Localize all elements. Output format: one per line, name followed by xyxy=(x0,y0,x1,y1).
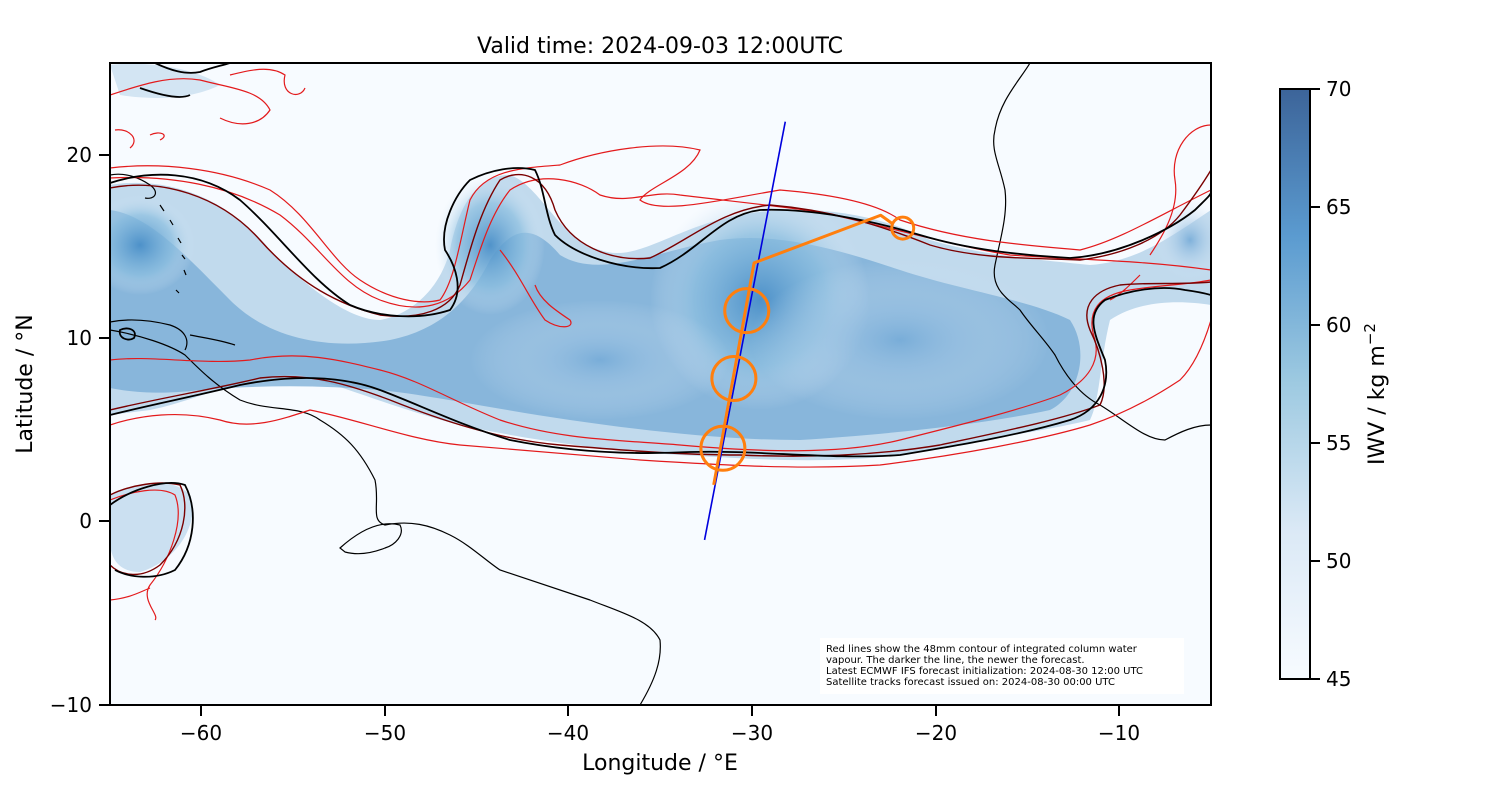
note-line-1: Red lines show the 48mm contour of integ… xyxy=(826,644,1138,655)
x-tick-label: −20 xyxy=(915,721,957,745)
contour-mid-1 xyxy=(110,169,1211,317)
flight-circle xyxy=(710,354,758,402)
contour-old-1 xyxy=(110,145,1211,303)
x-tick-label: −60 xyxy=(180,721,222,745)
colorbar-tick: 70 xyxy=(1326,77,1351,101)
contour-mid-3 xyxy=(110,482,186,576)
contour-old-3 xyxy=(110,279,1211,452)
flight-circle xyxy=(723,287,771,335)
colorbar-tick: 55 xyxy=(1326,431,1351,455)
contour-new-1 xyxy=(110,167,1211,318)
coast-caribbean-2 xyxy=(159,204,187,294)
x-axis-label: Longitude / °E xyxy=(582,751,738,776)
note-line-4: Satellite tracks forecast issued on: 202… xyxy=(826,677,1115,688)
flight-track xyxy=(712,213,895,486)
colorbar-label-sup: −2 xyxy=(1361,323,1379,345)
y-tick-label: 20 xyxy=(67,143,92,167)
contour-old-8 xyxy=(1109,124,1211,301)
colorbar-tick: 60 xyxy=(1326,313,1351,337)
y-tick-label: 0 xyxy=(79,509,92,533)
y-tick-label: 10 xyxy=(67,326,92,350)
coast-africa xyxy=(993,63,1211,441)
x-tick-label: −40 xyxy=(547,721,589,745)
flight-circle xyxy=(699,424,747,472)
x-tick-label: −50 xyxy=(364,721,406,745)
colorbar-gradient xyxy=(1279,88,1311,680)
contour-old-7 xyxy=(499,249,572,328)
colorbar-tick: 45 xyxy=(1326,667,1351,691)
contour-mid-2 xyxy=(110,281,1211,457)
note-line-2: vapour. The darker the line, the newer t… xyxy=(826,655,1085,666)
coast-south-america-2 xyxy=(339,523,402,555)
contours-mid xyxy=(110,169,1211,576)
flight-track-layer xyxy=(699,213,916,486)
iwv-patch-nw xyxy=(110,63,220,98)
plot-area: Red lines show the 48mm contour of integ… xyxy=(110,63,1211,705)
contour-old-6 xyxy=(110,68,306,149)
contours-new xyxy=(110,63,1211,578)
colorbar: 70 65 60 55 50 45 IWV / kg m−2 xyxy=(1279,77,1390,691)
note-box xyxy=(820,638,1184,694)
plot-frame xyxy=(109,62,1212,706)
iwv-blob-west xyxy=(110,195,195,295)
map-title: Valid time: 2024-09-03 12:00UTC xyxy=(477,34,843,59)
contour-new-3 xyxy=(110,482,194,578)
iwv-blob-far-east xyxy=(1155,200,1211,280)
colorbar-label: IWV / kg m−2 xyxy=(1361,323,1390,465)
iwv-blob-east xyxy=(750,260,1050,420)
contour-new-5 xyxy=(118,327,136,341)
contour-new-2 xyxy=(110,287,1211,458)
y-axis-label: Latitude / °N xyxy=(13,314,38,453)
x-tick-label: −10 xyxy=(1098,721,1140,745)
coast-venezuela xyxy=(110,319,236,351)
y-axis: 20 10 0 −10 Latitude / °N xyxy=(13,143,110,717)
iwv-blob-mid xyxy=(470,300,730,420)
colorbar-tick: 65 xyxy=(1326,195,1351,219)
flight-circle xyxy=(890,215,916,241)
note-line-3: Latest ECMWF IFS forecast initialization… xyxy=(826,666,1143,677)
contour-old-4 xyxy=(110,319,1211,468)
contour-old-5 xyxy=(110,489,179,621)
colorbar-tick: 50 xyxy=(1326,549,1351,573)
contour-new-4 xyxy=(139,63,231,98)
colorbar-label-main: IWV / kg m xyxy=(1365,345,1390,465)
x-axis: −60 −50 −40 −30 −20 −10 Longitude / °E xyxy=(180,705,1140,776)
y-tick-label: −10 xyxy=(50,693,92,717)
x-tick-label: −30 xyxy=(731,721,773,745)
iwv-blob-north xyxy=(435,175,545,315)
